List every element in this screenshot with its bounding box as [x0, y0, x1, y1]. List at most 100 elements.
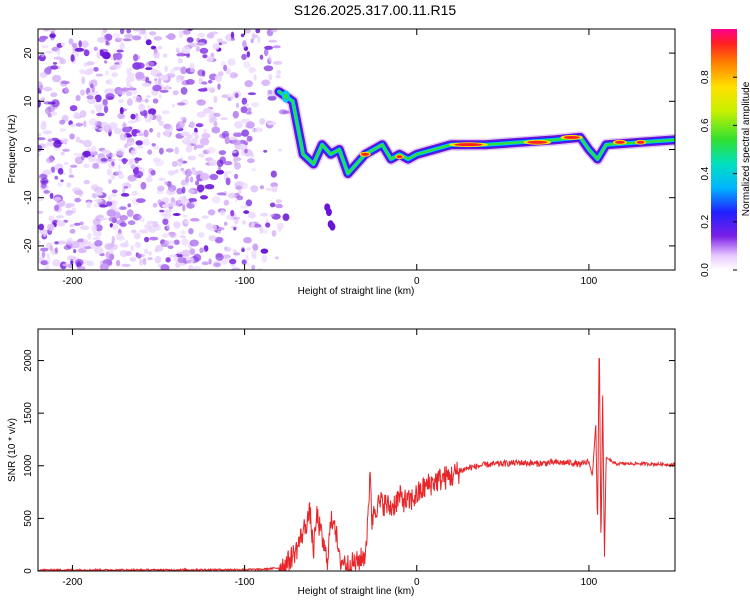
noise-speck	[233, 216, 241, 220]
noise-speck	[62, 148, 70, 152]
noise-speck	[50, 65, 59, 70]
noise-speck	[196, 111, 206, 118]
noise-speck	[106, 168, 112, 176]
noise-speck	[242, 220, 247, 225]
noise-speck	[173, 239, 180, 245]
spectrogram-ylabel: Frequency (Hz)	[7, 115, 18, 184]
noise-speck	[94, 240, 103, 247]
noise-speck	[40, 247, 49, 252]
noise-speck	[216, 169, 224, 175]
noise-speck	[119, 222, 127, 227]
noise-speck	[108, 178, 112, 184]
noise-speck	[99, 49, 104, 57]
noise-speck	[230, 209, 235, 217]
noise-speck	[67, 264, 73, 269]
noise-speck	[79, 110, 87, 118]
noise-speck	[189, 239, 199, 247]
noise-speck	[137, 96, 143, 101]
noise-speck	[43, 86, 53, 92]
noise-speck	[83, 62, 88, 67]
noise-speck	[170, 197, 176, 204]
noise-speck	[63, 161, 69, 165]
noise-speck	[182, 214, 188, 218]
noise-speck	[192, 131, 198, 136]
noise-speck	[268, 73, 273, 81]
noise-speck	[221, 94, 229, 99]
noise-speck	[111, 189, 118, 194]
noise-speck	[201, 261, 209, 266]
noise-speck	[179, 116, 187, 121]
noise-speck	[251, 264, 256, 270]
noise-speck	[201, 132, 211, 139]
noise-speck	[41, 251, 46, 258]
noise-speck	[206, 146, 216, 154]
noise-speck	[251, 128, 255, 132]
colorbar: 0.0 0.2 0.4 0.6 0.8 Normalized spectral ampl…	[700, 29, 750, 277]
noise-speck	[91, 224, 97, 233]
noise-speck	[93, 66, 99, 72]
noise-speck	[144, 236, 150, 243]
noise-speck	[42, 169, 53, 175]
noise-speck	[198, 232, 205, 238]
noise-speck	[253, 224, 262, 228]
noise-speck	[93, 46, 98, 51]
noise-speck	[39, 71, 48, 79]
noise-speck	[171, 161, 178, 167]
noise-speck	[166, 189, 176, 196]
noise-speck	[177, 102, 186, 106]
noise-speck	[69, 224, 75, 228]
noise-speck	[119, 250, 128, 258]
noise-speck	[240, 106, 248, 114]
noise-speck	[240, 205, 248, 209]
noise-speck	[243, 61, 251, 69]
noise-speck	[133, 53, 139, 62]
noise-speck	[134, 99, 144, 103]
noise-speck	[197, 32, 206, 38]
noise-speck	[144, 36, 148, 41]
noise-speck	[38, 176, 42, 181]
noise-speck	[175, 123, 181, 129]
noise-speck	[119, 107, 124, 115]
noise-speck	[38, 223, 45, 231]
y-tick-label: 0	[23, 146, 34, 152]
noise-speck	[69, 124, 76, 127]
noise-speck	[178, 262, 184, 266]
noise-speck	[234, 199, 238, 203]
noise-speck	[43, 267, 51, 270]
noise-speck	[195, 123, 204, 128]
noise-speck	[114, 52, 123, 60]
noise-speck	[243, 29, 251, 34]
noise-speck	[133, 29, 140, 32]
noise-speck	[93, 103, 104, 109]
noise-speck	[147, 149, 153, 155]
noise-speck	[144, 98, 149, 103]
noise-speck	[79, 225, 90, 231]
noise-speck	[113, 211, 121, 219]
noise-speck	[164, 181, 169, 186]
noise-speck	[182, 29, 191, 35]
noise-speck	[191, 167, 196, 171]
noise-speck	[71, 42, 78, 48]
snr-line	[38, 357, 675, 571]
noise-speck	[105, 70, 110, 76]
noise-speck	[225, 68, 231, 75]
noise-speck	[208, 258, 212, 265]
noise-speck	[91, 126, 98, 130]
noise-speck	[82, 139, 92, 148]
noise-speck	[136, 253, 142, 259]
noise-speck	[111, 73, 118, 78]
noise-speck	[119, 215, 128, 221]
noise-speck	[45, 141, 54, 147]
noise-speck	[127, 220, 136, 226]
noise-speck	[111, 235, 116, 244]
noise-speck	[60, 179, 64, 183]
noise-speck	[236, 195, 244, 201]
noise-speck	[94, 246, 104, 255]
noise-speck	[54, 204, 60, 211]
noise-speck	[95, 224, 103, 232]
noise-speck	[267, 121, 277, 126]
noise-speck	[228, 136, 237, 141]
noise-speck	[145, 67, 153, 71]
